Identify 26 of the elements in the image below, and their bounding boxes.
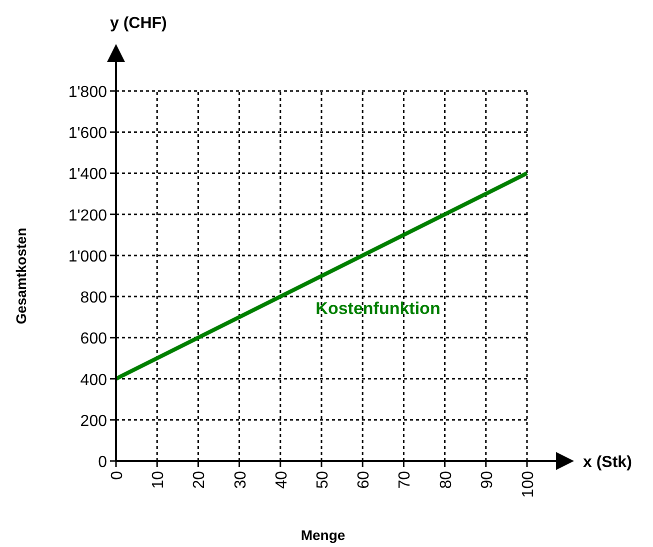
x-tick-label: 0 (109, 470, 126, 480)
y-tick-label: 600 (80, 330, 108, 348)
y-tick-label: 1'000 (68, 248, 108, 266)
y-tick-label: 400 (80, 372, 108, 389)
y-tick-label: 1'200 (68, 207, 108, 224)
y-tick-label: 200 (80, 412, 108, 430)
x-tick-label: 90 (478, 470, 496, 489)
x-axis-title: Menge (300, 527, 346, 543)
text: y (CHF) (110, 15, 167, 32)
y-tick-label: 1'400 (68, 166, 108, 184)
x-tick-label: 20 (191, 470, 208, 489)
y-tick-label: 1'600 (68, 125, 108, 142)
series-label: Kostenfunktion (316, 299, 440, 318)
x-tick-label: 100 (520, 470, 537, 498)
text: x (Stk) (583, 454, 632, 471)
x-tick-label: 70 (396, 470, 414, 489)
x-tick-label: 80 (438, 470, 455, 489)
y-tick-label: 0 (98, 454, 108, 471)
x-tick-label: 30 (232, 470, 250, 489)
x-tick-label: 10 (150, 470, 168, 489)
x-tick-label: 50 (314, 470, 332, 489)
x-tick-label: 40 (273, 470, 290, 489)
y-axis-title: Gesamtkosten (13, 228, 29, 324)
x-tick-label: 60 (356, 470, 373, 489)
y-tick-label: 1'800 (68, 84, 108, 101)
y-tick-label: 800 (80, 290, 108, 307)
